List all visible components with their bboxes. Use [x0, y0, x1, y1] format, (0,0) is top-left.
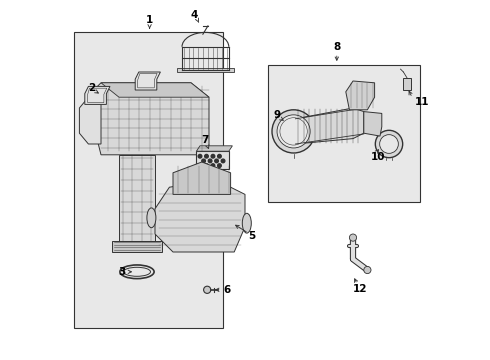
Polygon shape: [85, 86, 110, 104]
Polygon shape: [173, 162, 231, 194]
Polygon shape: [346, 81, 374, 110]
Polygon shape: [135, 72, 160, 90]
Bar: [403, 78, 411, 90]
Text: 4: 4: [191, 10, 198, 20]
Polygon shape: [119, 155, 155, 241]
Circle shape: [218, 164, 221, 167]
Circle shape: [205, 154, 208, 158]
Text: 8: 8: [333, 42, 341, 52]
Polygon shape: [155, 180, 245, 252]
Text: 11: 11: [415, 97, 429, 107]
Circle shape: [208, 159, 212, 163]
Circle shape: [215, 159, 219, 163]
Circle shape: [211, 154, 215, 158]
Polygon shape: [176, 68, 234, 72]
Text: 5: 5: [248, 231, 256, 241]
Text: 9: 9: [273, 110, 280, 120]
Polygon shape: [101, 83, 209, 97]
Polygon shape: [364, 112, 382, 136]
Circle shape: [204, 286, 211, 293]
Circle shape: [211, 164, 215, 167]
Text: 6: 6: [223, 285, 231, 295]
Polygon shape: [295, 108, 364, 144]
Circle shape: [202, 159, 205, 163]
Circle shape: [198, 154, 202, 158]
Circle shape: [380, 135, 398, 153]
Circle shape: [375, 130, 403, 158]
Polygon shape: [79, 97, 101, 144]
Polygon shape: [196, 146, 232, 151]
Circle shape: [272, 110, 315, 153]
Circle shape: [218, 154, 221, 158]
Polygon shape: [87, 83, 209, 155]
Text: 12: 12: [353, 284, 368, 294]
Bar: [269, 65, 419, 202]
Polygon shape: [112, 241, 162, 252]
Text: 1: 1: [146, 15, 153, 25]
Circle shape: [364, 266, 371, 274]
Text: 3: 3: [118, 267, 125, 277]
Text: 7: 7: [202, 135, 209, 145]
Ellipse shape: [147, 208, 156, 228]
Circle shape: [349, 234, 357, 241]
Circle shape: [198, 164, 202, 167]
Ellipse shape: [242, 213, 251, 233]
Circle shape: [205, 164, 208, 167]
Polygon shape: [196, 151, 229, 169]
Bar: [74, 32, 223, 328]
Circle shape: [221, 159, 225, 163]
Text: 10: 10: [371, 152, 386, 162]
Circle shape: [277, 115, 310, 148]
Text: 2: 2: [88, 83, 95, 93]
